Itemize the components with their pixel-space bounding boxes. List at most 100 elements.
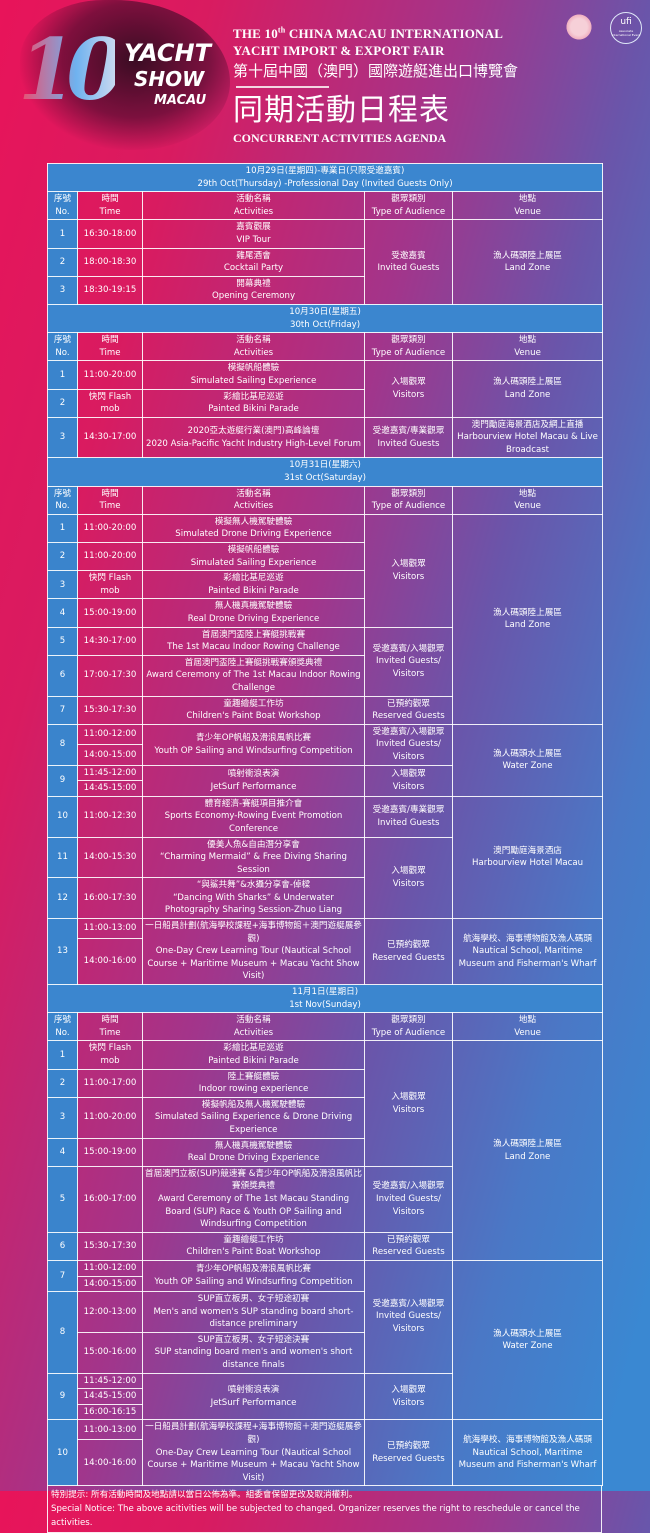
col-audience: 觀眾類別 Type of Audience bbox=[364, 1012, 453, 1042]
logo-ink-splash bbox=[20, 0, 230, 150]
no-cell: 3 bbox=[47, 570, 78, 600]
activity-cell: “與鯊共舞”&水攝分享會-倬樑 “Dancing With Sharks” & U… bbox=[142, 877, 365, 920]
activity-cell: 青少年OP帆船及滑浪風帆比賽 Youth OP Sailing and Winds… bbox=[142, 723, 365, 766]
logo-macau: MACAU bbox=[154, 93, 207, 108]
time-cell: 14:00-15:30 bbox=[77, 836, 143, 879]
day-header-row: 10月30日(星期五) 30th Oct(Friday) bbox=[46, 303, 604, 334]
logo-yacht: YACHT bbox=[124, 39, 211, 67]
day-header: 10月31日(星期六) 31st Oct(Saturday) bbox=[46, 457, 604, 487]
activity-en: 2020 Asia-Pacific Yacht Industry High-Le… bbox=[146, 438, 361, 449]
activity-cell: 彩繪比基尼巡遊 Painted Bikini Parade bbox=[142, 570, 365, 600]
activity-en: VIP Tour bbox=[236, 234, 271, 245]
audience-en: Invited Guests/ Visitors bbox=[376, 1193, 441, 1217]
audience-cell: 受邀嘉賓/入場觀眾 Invited Guests/ Visitors bbox=[364, 626, 453, 697]
no-cell: 3 bbox=[47, 1096, 78, 1139]
table-row: 4 15:00-19:00 無人機真機駕駛體驗 Real Drone Driving … bbox=[47, 1137, 603, 1167]
no-cell: 3 bbox=[47, 416, 78, 459]
no-cell: 6 bbox=[47, 654, 78, 697]
activity-zh: 童趣繪艇工作坊 bbox=[223, 1234, 284, 1245]
no-cell: 2 bbox=[47, 1068, 78, 1098]
activity-zh: 青少年OP帆船及滑浪風帆比賽 bbox=[195, 733, 312, 744]
audience-cell: 受邀嘉賓/專業觀眾 Invited Guests bbox=[364, 795, 453, 838]
col-time: 時間 Time bbox=[77, 191, 143, 221]
no-cell: 5 bbox=[47, 1165, 78, 1233]
audience-cell: 受邀嘉賓/入場觀眾 Invited Guests/ Visitors bbox=[364, 1259, 453, 1374]
activity-cell: 雞尾酒會 Cocktail Party bbox=[142, 247, 365, 277]
audience-zh: 入場觀眾 bbox=[391, 1091, 426, 1102]
h-en: Activities bbox=[233, 501, 274, 512]
venue-en: Harbourview Hotel Macau & Live Broadcast bbox=[457, 432, 598, 455]
time-cell: 11:00-12:30 bbox=[77, 795, 143, 838]
activity-en: Painted Bikini Parade bbox=[208, 585, 299, 596]
time-cell: 11:00-12:00 bbox=[77, 723, 143, 746]
ufi-text: ufi bbox=[620, 17, 632, 27]
audience-zh: 受邀嘉賓/專業觀眾 bbox=[372, 425, 445, 436]
activity-cell: 模擬帆船及無人機駕駛體驗 Simulated Sailing Experience… bbox=[142, 1096, 365, 1139]
activity-zh: 一日船員計劃(航海學校課程+海事博物館＋澳門遊艇展參觀) bbox=[145, 1422, 362, 1446]
table-row: 6 17:00-17:30 首屆澳門盃陸上賽艇挑戰賽頒獎典禮 Award Ceremo… bbox=[47, 654, 603, 697]
activity-zh: 雞尾酒會 bbox=[236, 250, 271, 261]
time-cell: 16:30-18:00 bbox=[77, 219, 143, 249]
venue-en: Land Zone bbox=[504, 390, 551, 400]
activity-cell: 童趣繪艇工作坊 Children's Paint Boat Workshop bbox=[142, 695, 365, 725]
venue-cell: 航海學校、海事博物館及漁人碼頭 Nautical School, Maritime… bbox=[451, 1419, 604, 1487]
audience-en: Visitors bbox=[392, 1104, 425, 1115]
audience-zh: 受邀嘉賓/入場觀眾 bbox=[372, 726, 445, 737]
table-row: 13 11:00-13:00 一日船員計劃(航海學校課程+海事博物館＋澳門遊艇展參觀… bbox=[47, 918, 604, 986]
day-header-row: 11月1日(星期日) 1st Nov(Sunday) bbox=[46, 984, 604, 1014]
audience-en: Invited Guests/ Visitors bbox=[376, 739, 441, 762]
yacht-show-logo-text: YACHT SHOW MACAU bbox=[124, 40, 211, 110]
activity-en: The 1st Macau Indoor Rowing Challenge bbox=[167, 642, 340, 653]
activity-en: Award Ceremony of The 1st Macau Standing… bbox=[157, 1193, 350, 1230]
venue-zh: 漁人碼頭水上展區 bbox=[493, 1328, 562, 1339]
col-audience: 觀眾類別 Type of Audience bbox=[364, 191, 453, 221]
h-zh: 觀眾類別 bbox=[391, 335, 426, 346]
table-row: 8 11:00-12:00 青少年OP帆船及滑浪風帆比賽 Youth OP Saili… bbox=[47, 723, 604, 797]
time-cell: 15:30-17:30 bbox=[77, 1231, 143, 1261]
activity-cell: SUP直立板男、女子短途初賽 Men's and women's SUP stan… bbox=[142, 1291, 365, 1333]
venue-cell: 航海學校、海事博物館及漁人碼頭 Nautical School, Maritime… bbox=[451, 918, 604, 986]
h-en: Venue bbox=[514, 347, 541, 358]
audience-zh: 入場觀眾 bbox=[391, 769, 426, 780]
no-cell: 1 bbox=[47, 1040, 78, 1070]
activity-cell: 首屆澳門盃陸上賽艇挑戰賽 The 1st Macau Indoor Rowing … bbox=[142, 626, 365, 656]
table-row: 8 12:00-13:00 SUP直立板男、女子短途初賽 Men's and wome… bbox=[47, 1291, 603, 1374]
audience-en: Invited Guests bbox=[377, 263, 440, 274]
audience-cell: 受邀嘉賓/入場觀眾 Invited Guests/ Visitors bbox=[364, 723, 453, 766]
h-en: No. bbox=[55, 206, 70, 217]
time-cell: 14:45-15:00 bbox=[77, 780, 143, 797]
activity-cell: 彩繪比基尼巡遊 Painted Bikini Parade bbox=[142, 1040, 365, 1070]
no-cell: 6 bbox=[47, 1231, 78, 1261]
h-en: No. bbox=[55, 347, 70, 358]
venue-zh: 漁人碼頭水上展區 bbox=[493, 748, 562, 759]
no-cell: 5 bbox=[47, 626, 78, 656]
activity-zh: 陸上賽艇體驗 bbox=[227, 1071, 280, 1082]
day-header: 10月29日(星期四)-專業日(只限受邀嘉賓) 29th Oct(Thursday… bbox=[46, 162, 604, 193]
col-activities: 活動名稱 Activities bbox=[142, 485, 365, 515]
time-cell: 15:00-19:00 bbox=[77, 598, 143, 628]
h-zh: 序號 bbox=[53, 335, 72, 346]
activity-zh: 體育經濟-賽艇項目推介會 bbox=[204, 798, 303, 809]
no-cell: 1 bbox=[47, 219, 78, 249]
table-row: 5 14:30-17:00 首屆澳門盃陸上賽艇挑戰賽 The 1st Macau In… bbox=[47, 626, 603, 697]
time-cell: 15:00-16:00 bbox=[77, 1331, 143, 1374]
h-en: Time bbox=[99, 347, 121, 358]
table-row: 4 15:00-19:00 無人機真機駕駛體驗 Real Drone Driving … bbox=[47, 598, 603, 628]
time-cell: 11:00-17:00 bbox=[77, 1068, 143, 1098]
column-header-row: 序號 No. 時間 Time 活動名稱 Activities 觀眾類別 Type of Aud… bbox=[47, 1012, 604, 1042]
h-en: Type of Audience bbox=[371, 347, 446, 358]
activity-cell: 一日船員計劃(航海學校課程+海事博物館＋澳門遊艇展參觀) One-Day Crew… bbox=[142, 918, 365, 986]
activity-en: Indoor rowing experience bbox=[198, 1084, 309, 1095]
col-venue: 地點 Venue bbox=[451, 1012, 604, 1042]
time-cell: 15:30-17:30 bbox=[77, 695, 143, 725]
audience-zh: 受邀嘉賓/入場觀眾 bbox=[372, 1298, 445, 1309]
no-cell: 11 bbox=[47, 836, 78, 879]
table-row: 3 快閃 Flash mob 彩繪比基尼巡遊 Painted Bikini Parad… bbox=[47, 570, 603, 600]
audience-cell: 入場觀眾 Visitors bbox=[364, 836, 453, 920]
column-header-row: 序號 No. 時間 Time 活動名稱 Activities 觀眾類別 Type of Aud… bbox=[47, 191, 604, 221]
activity-zh: 優美人魚&自由潛分享會 bbox=[207, 839, 300, 850]
venue-en: Land Zone bbox=[504, 263, 551, 274]
no-cell: 9 bbox=[47, 1372, 78, 1421]
title-pre: THE 10 bbox=[233, 26, 278, 41]
activity-en: Children's Paint Boat Workshop bbox=[186, 1247, 321, 1258]
